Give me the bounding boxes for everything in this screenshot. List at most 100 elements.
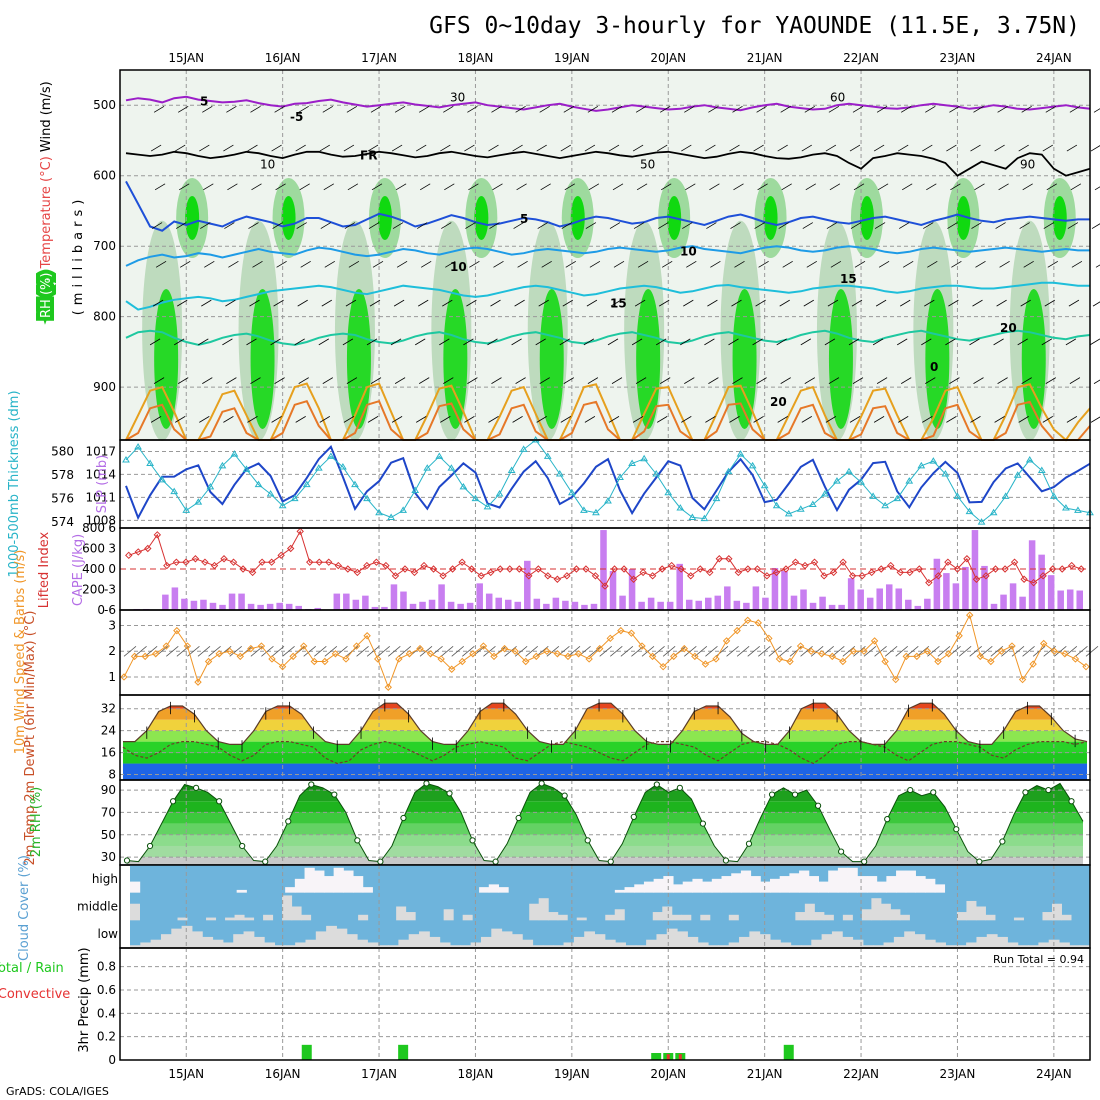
wind-marker: [300, 642, 308, 650]
thickness-marker: [640, 454, 649, 462]
wind-barb: [950, 183, 961, 191]
thickness-marker: [700, 514, 709, 522]
cape-bar: [200, 599, 207, 610]
wind-marker: [733, 626, 741, 635]
wind-barb: [825, 416, 837, 423]
thickness-marker: [182, 506, 191, 513]
cloud-cell: [304, 867, 315, 893]
rh-marker: [216, 798, 223, 805]
y-tick-label: 500: [93, 98, 116, 112]
cape-bar: [705, 597, 712, 610]
y-tick-label: 32: [101, 702, 116, 716]
cloud-cell: [1069, 945, 1081, 948]
x-tick-label-bottom: 19JAN: [554, 1067, 590, 1081]
wind-barb: [202, 105, 213, 113]
wind-marker: [744, 616, 752, 625]
lifted-marker: [391, 572, 400, 580]
wind-barb: [827, 299, 839, 307]
temp-band: [123, 708, 1087, 720]
wind-marker: [173, 626, 181, 635]
cape-bar: [885, 584, 893, 610]
wind-barb: [177, 105, 189, 113]
wind-barb: [525, 646, 538, 657]
cape-bar: [571, 601, 579, 610]
cloud-cell: [673, 884, 684, 893]
wind-barb: [390, 338, 402, 346]
wind-barb: [565, 260, 577, 268]
cape-bar: [209, 602, 217, 610]
wind-barb: [900, 377, 912, 384]
wind-barb: [152, 299, 164, 307]
rh-band: [127, 790, 1083, 802]
cloud-cell: [501, 931, 513, 948]
cape-bar: [581, 604, 588, 610]
wind-barb: [777, 416, 788, 423]
y-tick-label: 0: [108, 1053, 116, 1067]
rh-marker: [538, 780, 545, 787]
wind-marker: [500, 644, 509, 653]
cloud-cell: [532, 945, 544, 948]
cloud-cell: [605, 914, 616, 921]
rh-band: [127, 812, 1083, 824]
lifted-marker: [1058, 565, 1066, 573]
cloud-cell: [181, 925, 193, 948]
rh-blob-core: [956, 196, 971, 240]
isotherm-label: 5: [520, 212, 528, 226]
wind-barb: [314, 646, 327, 657]
temp-band: [123, 752, 1087, 764]
lifted-marker: [925, 578, 933, 587]
wind-barb: [344, 222, 356, 229]
rh-marker: [722, 857, 730, 864]
wind-barb: [228, 260, 239, 268]
panel-frame: [119, 439, 1091, 529]
wind-barb: [1020, 299, 1031, 307]
wind-barb: [588, 183, 600, 191]
thickness-marker: [411, 486, 420, 493]
cape-bar: [533, 598, 541, 610]
precip-conv-bar: [678, 1054, 682, 1060]
wind-barb: [780, 377, 791, 384]
wind-barb: [420, 260, 432, 268]
wind-marker: [796, 642, 805, 650]
wind-marker: [627, 629, 636, 637]
rh-marker: [584, 837, 591, 844]
y-tick-label: 0: [108, 562, 116, 576]
wind-barb: [686, 260, 697, 268]
cloud-cell: [362, 887, 373, 893]
wind-marker: [976, 652, 984, 661]
lifted-marker: [420, 561, 428, 570]
wind-barb: [324, 646, 338, 657]
wind-barb: [469, 260, 480, 268]
wind-barb: [588, 646, 602, 657]
x-tick-label-bottom: 15JAN: [168, 1067, 204, 1081]
lifted-marker: [953, 565, 962, 573]
rh-marker: [123, 857, 131, 864]
rh-marker: [469, 837, 476, 844]
wind-barb: [174, 144, 186, 152]
cape-bar: [714, 595, 722, 610]
wind-barb: [709, 183, 720, 191]
cape-bar: [895, 588, 903, 610]
wind-barb: [539, 105, 550, 113]
temp-band: [123, 719, 1087, 731]
wind-barb: [418, 105, 430, 113]
lifted-marker: [1039, 572, 1047, 580]
cloud-cell: [140, 942, 152, 948]
cape-bar: [1076, 590, 1083, 610]
rh-blob-core: [185, 196, 200, 240]
wind-barb: [324, 260, 336, 268]
wind-barb: [415, 416, 427, 423]
wind-barb: [802, 222, 814, 229]
cloud-cell: [357, 939, 368, 948]
y-tick-label: 2: [108, 644, 116, 658]
lifted-marker: [877, 565, 885, 573]
x-tick-label-bottom: 23JAN: [940, 1067, 976, 1081]
cape-bar: [838, 604, 845, 610]
cape-bar: [962, 566, 969, 610]
lifted-marker: [553, 575, 562, 583]
wind-barb: [174, 416, 186, 423]
thickness-marker: [218, 461, 227, 469]
lifted-marker: [134, 548, 142, 556]
rh-blob-inner: [828, 288, 853, 429]
